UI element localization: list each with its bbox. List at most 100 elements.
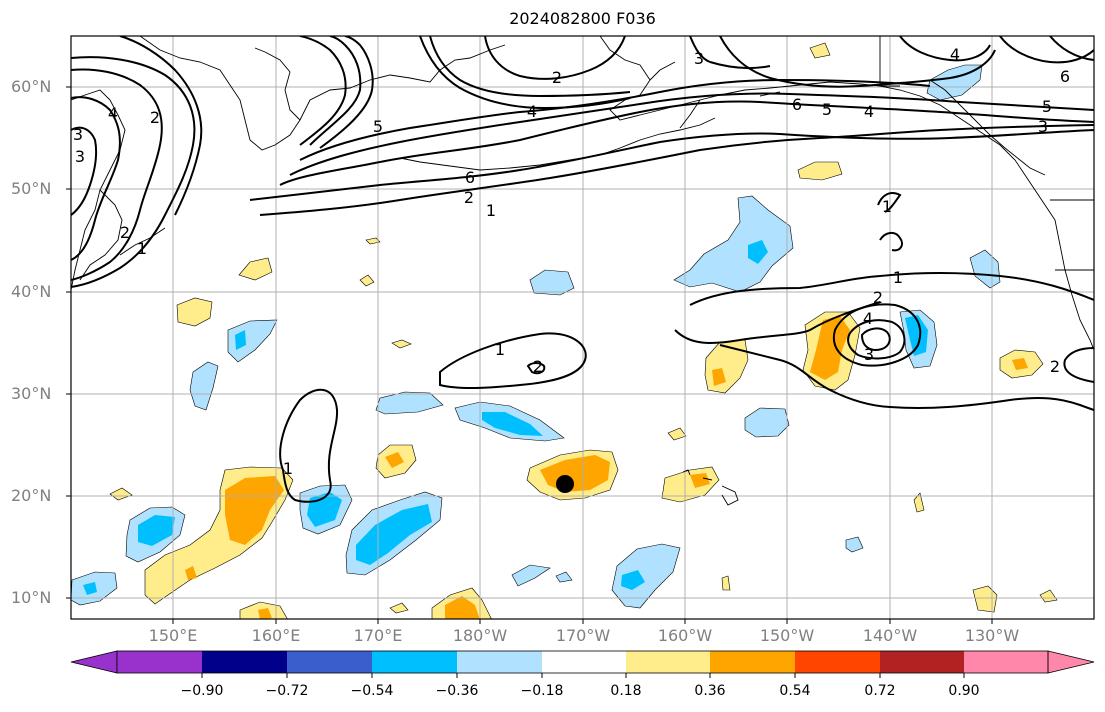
contour-line [877,192,902,213]
pos-anomaly-patch [389,602,409,614]
pos-anomaly-core [258,608,272,619]
contour-line [279,100,1094,186]
lat-label-20n: 20°N [11,486,52,505]
contour-line [899,36,991,62]
colorbar-tick-label: 0.36 [694,683,726,699]
contour-label: 4 [864,102,874,121]
neg-anomaly-patch [845,536,864,553]
contour-line [832,303,922,367]
contour-label: 4 [527,102,537,121]
hawaii-islands [682,469,739,506]
aleutian-islands [399,117,716,171]
pos-anomaly-core [445,596,480,619]
colorbar [70,650,1095,678]
colorbar-segment [372,651,457,673]
contour-lines [71,36,1094,503]
lat-label-10n: 10°N [11,588,52,607]
lon-label-140w: 140°W [862,626,918,645]
colorbar-extend-low [70,650,118,674]
contour-label: 4 [108,104,118,123]
pos-anomaly-core [225,476,284,545]
contour-line [526,362,546,375]
colorbar-segment [795,651,880,673]
colorbar-tick-label: 0.72 [864,683,896,699]
colorbar-tick-label: −0.54 [350,683,394,699]
contour-label: 3 [75,147,85,166]
contour-label: 4 [950,45,960,64]
contour-line [279,388,339,503]
contour-label: 5 [1042,97,1052,116]
pos-anomaly-patch [238,257,273,281]
colorbar-segment [964,651,1048,673]
colorbar-segment [457,651,542,673]
contour-line [847,319,906,360]
kamchatka-coast [71,89,126,291]
lon-label-150w: 150°W [759,626,815,645]
contour-label: 5 [822,100,832,119]
contour-line [689,272,1094,306]
lon-label-130w: 130°W [964,626,1020,645]
pos-anomaly-patch [704,339,749,394]
contour-label: 6 [1060,67,1070,86]
contour-label: 1 [283,459,293,478]
contour-line [299,36,347,146]
contour-line [879,232,903,252]
colorbar-segment [880,651,964,673]
contour-labels: 2 4 6 5 4 3 2 1 5 6 3 2 4 1 2 3 1 1 4 2 … [73,45,1070,478]
colorbar-segment [710,651,795,673]
kuril-islands [119,227,166,256]
contour-line [719,36,996,88]
pos-anomaly-core [185,566,197,580]
neg-anomaly-core [356,504,432,565]
pos-anomaly-patch [721,575,731,591]
contour-label: 1 [495,340,505,359]
contour-label: 6 [792,95,802,114]
lat-label-40n: 40°N [11,282,52,301]
contour-line [719,344,1094,411]
contour-line [71,126,98,216]
lon-label-170w: 170°W [555,626,611,645]
pos-anomaly-patch [667,427,687,441]
colorbar-tick-label: 0.54 [779,683,811,699]
neg-anomaly-core [905,315,928,356]
contour-line [429,36,631,98]
anomaly-shading [71,42,1058,619]
neg-anomaly-core [235,330,246,350]
contour-label: 1 [882,197,892,216]
neg-anomaly-patch [673,195,794,293]
neg-anomaly-core [482,412,543,436]
contour-line [1063,347,1094,383]
contour-line [999,36,1094,64]
contour-label: 4 [863,309,873,328]
colorbar-segment [542,651,626,673]
colorbar-segment [626,651,710,673]
neg-anomaly-patch [555,571,573,583]
plot-title: 2024082800 F036 [509,9,656,28]
lon-label-150e: 150°E [148,626,198,645]
contour-label: 2 [464,188,474,207]
neg-anomaly-core [621,570,645,590]
contour-line [71,96,121,261]
lat-label-30n: 30°N [11,384,52,403]
contour-label: 2 [120,223,130,242]
contour-label: 2 [552,68,562,87]
contour-line [1049,36,1094,61]
pos-anomaly-patch [661,466,720,503]
contour-label: 1 [137,239,147,258]
contour-line [249,129,1094,201]
axis-ticks [66,86,993,624]
contour-line [71,56,196,288]
neg-anomaly-patch [227,319,278,363]
contour-line [299,78,931,161]
contour-line [71,68,163,281]
neg-anomaly-patch [529,269,575,296]
contour-line [319,36,374,149]
contour-label: 3 [1038,117,1048,136]
colorbar-extend-high [1047,650,1095,674]
kamchatka-coast [79,189,123,281]
colorbar-segment [287,651,372,673]
colorbar-tick-label: 0.18 [610,683,642,699]
contour-label: 5 [373,117,383,136]
colorbar-tick-label: −0.72 [265,683,309,699]
lat-label-60n: 60°N [11,77,52,96]
